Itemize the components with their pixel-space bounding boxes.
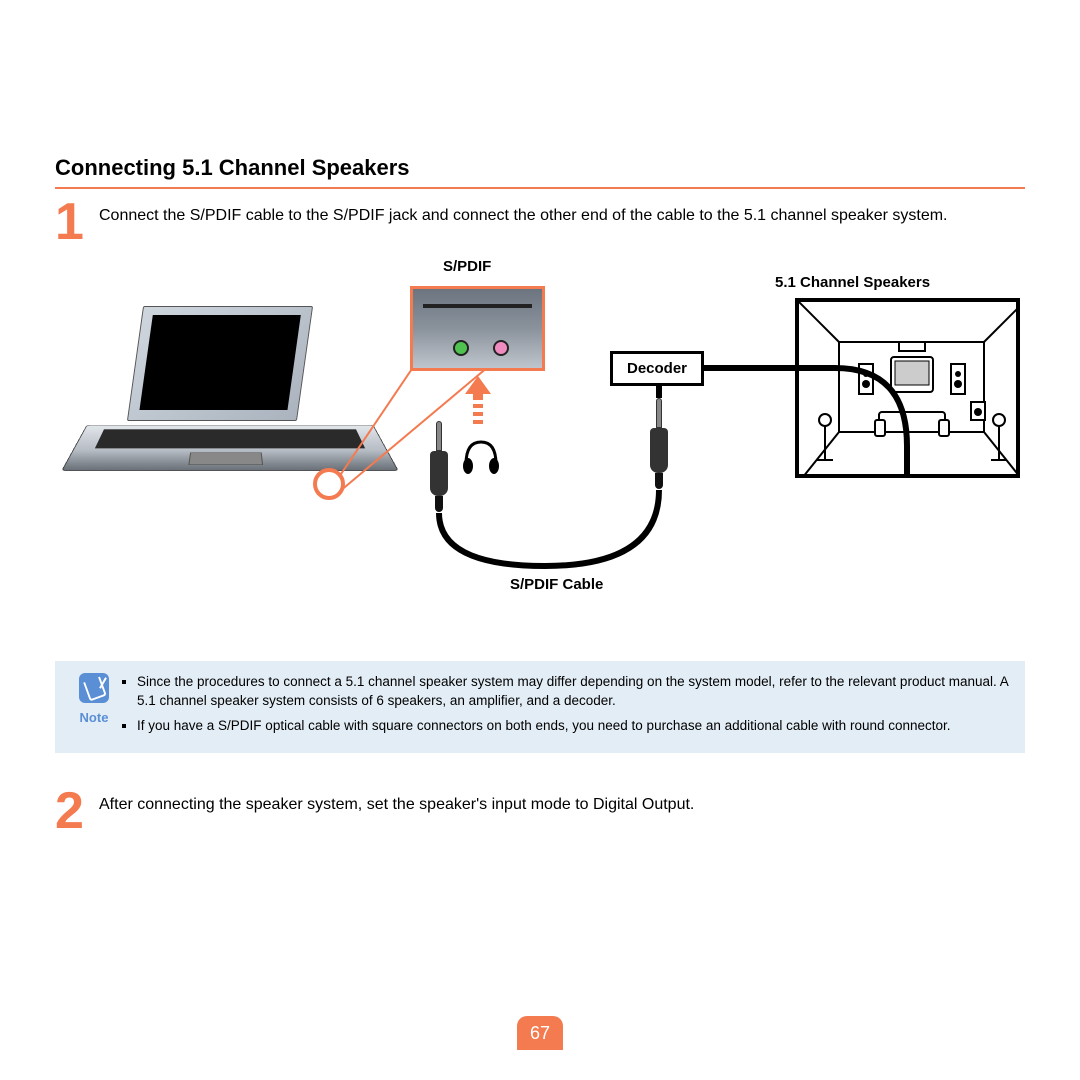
pencil-note-icon — [79, 673, 109, 703]
note-box: Note Since the procedures to connect a 5… — [55, 661, 1025, 754]
audio-jack-pink-icon — [493, 340, 509, 356]
section-heading: Connecting 5.1 Channel Speakers — [55, 155, 1025, 189]
note-item: Since the procedures to connect a 5.1 ch… — [137, 673, 1011, 711]
connection-diagram: S/PDIF 5.1 Channel Speakers — [55, 266, 1025, 646]
spdif-port-zoom — [410, 286, 545, 371]
arrow-up-icon — [465, 376, 491, 424]
headphones-icon — [460, 436, 502, 481]
step-2: 2 After connecting the speaker system, s… — [55, 788, 1025, 835]
jack-plug-right-icon — [650, 398, 668, 489]
step-1-text: Connect the S/PDIF cable to the S/PDIF j… — [99, 199, 948, 227]
step-1-number: 1 — [55, 199, 93, 246]
audio-jack-green-icon — [453, 340, 469, 356]
spdif-cable-label: S/PDIF Cable — [510, 576, 603, 593]
note-label: Note — [69, 709, 119, 727]
step-2-text: After connecting the speaker system, set… — [99, 788, 694, 816]
decoder-box: Decoder — [610, 351, 704, 386]
step-2-number: 2 — [55, 788, 93, 835]
page-number-badge: 67 — [517, 1016, 563, 1050]
laptop-illustration — [75, 306, 385, 496]
jack-plug-left-icon — [430, 421, 448, 512]
note-item: If you have a S/PDIF optical cable with … — [137, 717, 1011, 736]
step-1: 1 Connect the S/PDIF cable to the S/PDIF… — [55, 199, 1025, 246]
note-list: Since the procedures to connect a 5.1 ch… — [119, 673, 1011, 742]
speakers-label: 5.1 Channel Speakers — [775, 274, 930, 291]
speaker-room-illustration — [795, 298, 1020, 478]
spdif-label: S/PDIF — [443, 258, 491, 275]
